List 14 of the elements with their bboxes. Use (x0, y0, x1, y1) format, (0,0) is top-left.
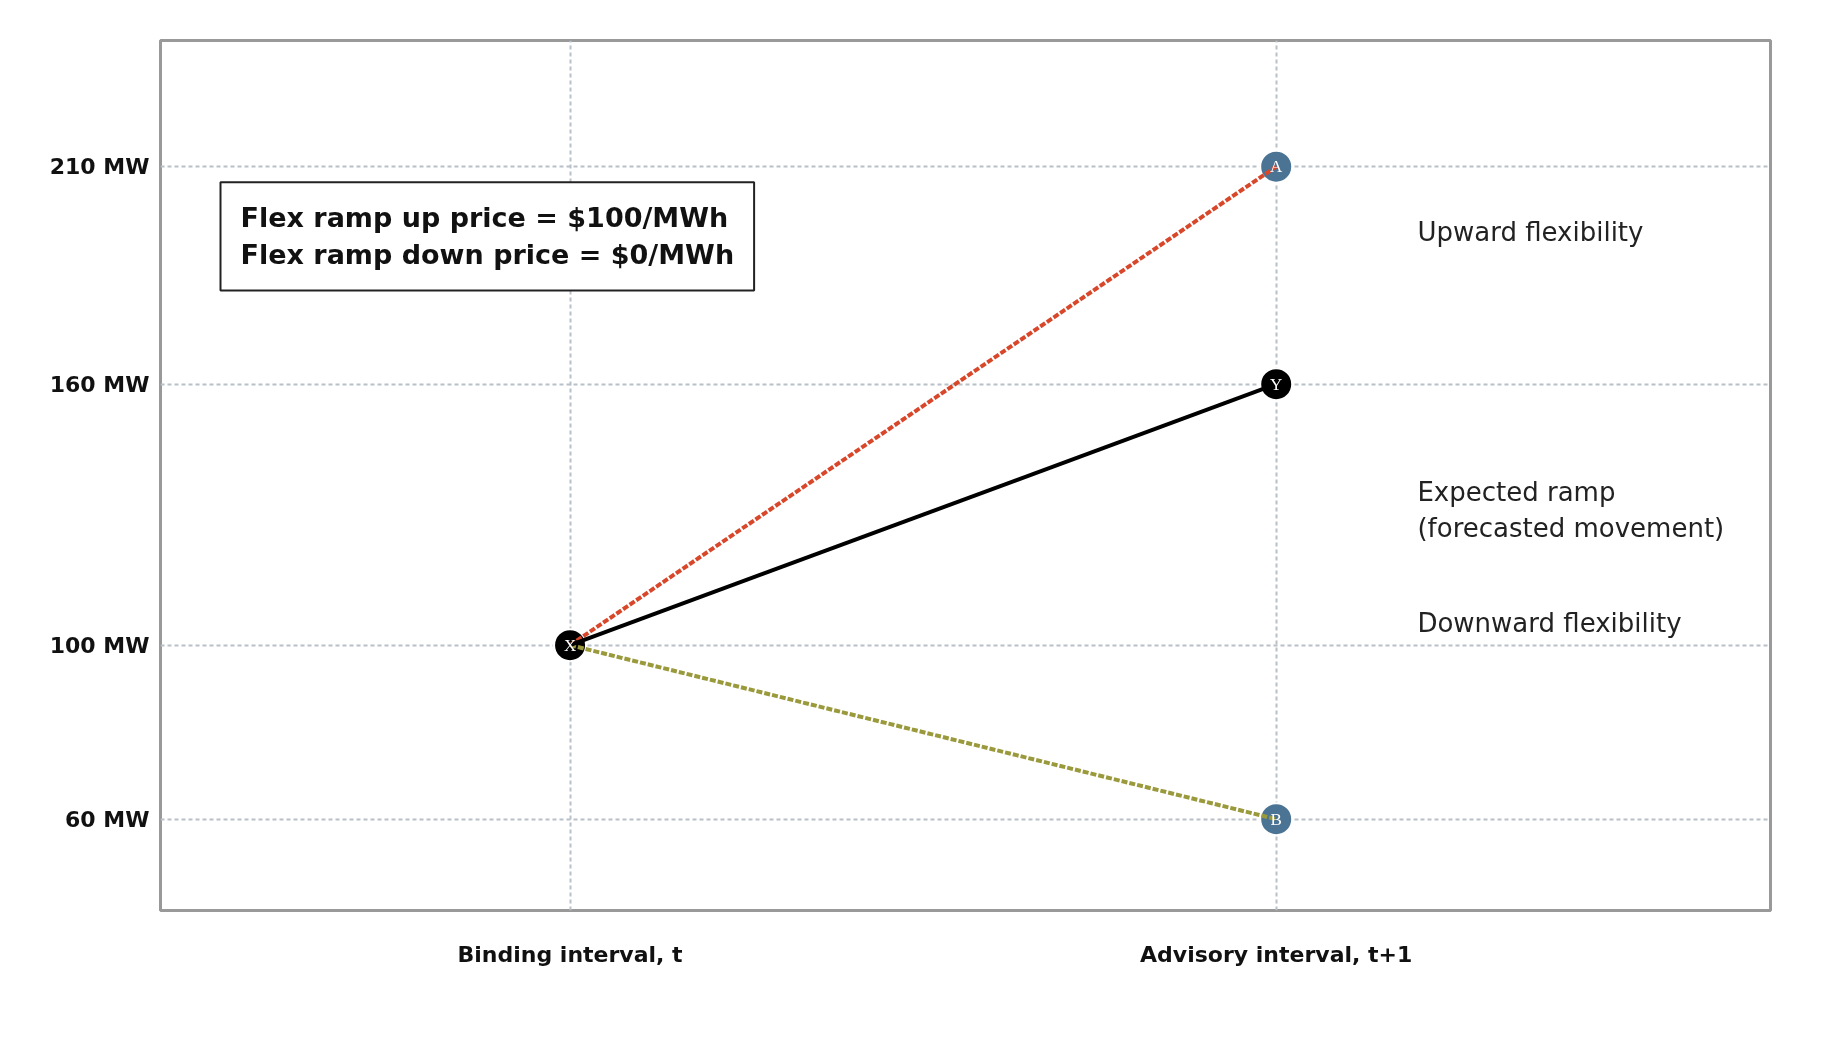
y-tick-label: 210 MW (49, 154, 150, 180)
annotation: Flex ramp up price = $100/MWh Flex ramp down price = $0/MWh (240, 202, 735, 271)
data-label: A (1270, 157, 1284, 177)
y-tick-label: 100 MW (49, 632, 150, 658)
annotation: Downward flexibility (1417, 608, 1682, 639)
annotation: Upward flexibility (1417, 216, 1644, 247)
data-label: Y (1270, 374, 1283, 394)
y-tick-label: 160 MW (49, 371, 150, 397)
data-label: B (1270, 809, 1282, 829)
annotation: Expected ramp (forecasted movement) (1417, 477, 1725, 544)
x-tick-label: Binding interval, t (457, 941, 684, 967)
x-tick-label: Advisory interval, t+1 (1140, 941, 1413, 967)
y-tick-label: 60 MW (65, 806, 150, 832)
data-label: X (563, 635, 577, 655)
